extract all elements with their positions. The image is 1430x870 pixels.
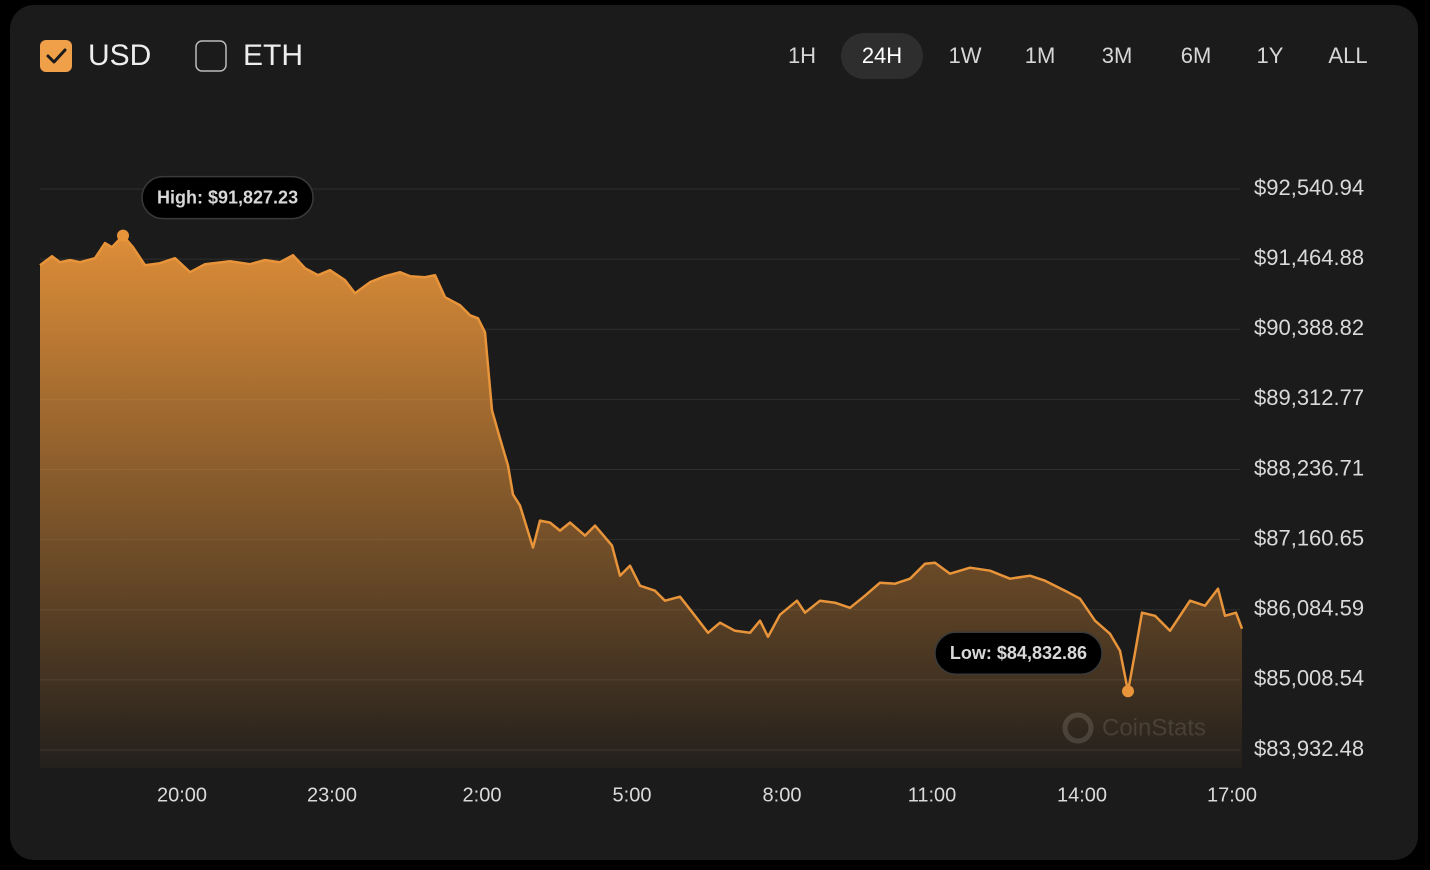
y-tick-label: $91,464.88 [1254,245,1364,270]
active-range-pill [841,33,923,79]
annotation-box [934,631,1103,676]
range-button[interactable]: 6M [1181,43,1212,68]
range-button[interactable]: ALL [1328,43,1367,68]
x-tick-label: 23:00 [307,784,357,806]
y-tick-label: $87,160.65 [1254,525,1364,550]
y-tick-label: $92,540.94 [1254,175,1364,200]
x-tick-label: 2:00 [463,784,502,806]
annotation-box [141,175,314,220]
x-tick-label: 20:00 [157,784,207,806]
range-button[interactable]: 1Y [1257,43,1284,68]
x-tick-label: 17:00 [1207,784,1257,806]
range-button[interactable]: 24H [862,43,902,68]
y-tick-label: $83,932.48 [1254,736,1364,761]
y-tick-label: $88,236.71 [1254,455,1364,480]
area [40,235,1242,769]
x-tick-label: 5:00 [613,784,652,806]
y-tick-label: $86,084.59 [1254,596,1364,621]
x-tick-label: 8:00 [763,784,802,806]
range-button[interactable]: 1W [949,43,982,68]
checkbox[interactable] [40,40,72,72]
y-tick-label: $85,008.54 [1254,666,1364,691]
x-tick-label: 14:00 [1057,784,1107,806]
range-button[interactable]: 1H [788,43,816,68]
price-line [39,234,1244,693]
extreme-point [117,229,129,242]
x-tick-label: 11:00 [908,784,957,806]
checkmark [46,48,67,64]
checkbox[interactable] [195,40,227,72]
y-tick-label: $89,312.77 [1254,385,1364,410]
currency-label[interactable]: USD [88,39,151,72]
annotation-label: High: $91,827.23 [157,187,298,207]
currency-label[interactable]: ETH [243,39,303,72]
extreme-point [1122,685,1134,698]
range-button[interactable]: 1M [1025,43,1056,68]
range-button[interactable]: 3M [1102,43,1133,68]
y-tick-label: $90,388.82 [1254,315,1364,340]
annotation-label: Low: $84,832.86 [950,643,1087,663]
